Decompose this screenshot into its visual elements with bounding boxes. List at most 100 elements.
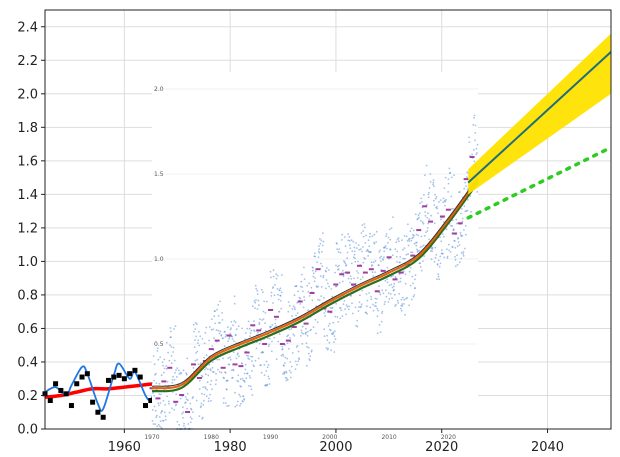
monthly-point xyxy=(317,298,319,301)
monthly-point xyxy=(463,229,465,231)
monthly-point xyxy=(396,238,399,241)
monthly-point xyxy=(360,305,363,308)
monthly-point xyxy=(357,272,360,274)
annual-marker xyxy=(127,371,133,377)
monthly-point xyxy=(326,267,328,269)
monthly-point xyxy=(280,307,283,310)
monthly-point xyxy=(209,393,211,396)
monthly-point xyxy=(205,354,208,357)
monthly-point xyxy=(290,328,293,330)
monthly-point xyxy=(316,321,319,324)
monthly-point xyxy=(393,282,396,285)
monthly-point xyxy=(189,416,192,418)
monthly-point xyxy=(257,331,259,334)
monthly-point xyxy=(456,245,459,248)
monthly-point xyxy=(351,312,354,315)
monthly-point xyxy=(232,369,235,372)
monthly-point xyxy=(327,325,330,327)
monthly-point xyxy=(367,255,369,257)
monthly-point xyxy=(285,377,288,380)
y-tick-label: 0.0 xyxy=(17,423,38,438)
monthly-point xyxy=(457,241,460,244)
monthly-point xyxy=(312,275,315,278)
monthly-point xyxy=(457,236,460,239)
monthly-point xyxy=(300,329,303,332)
monthly-point xyxy=(310,328,312,331)
monthly-point xyxy=(258,304,260,307)
monthly-point xyxy=(319,275,322,277)
x-tick-label: 2020 xyxy=(425,440,458,455)
monthly-point xyxy=(264,322,266,324)
monthly-point xyxy=(303,278,306,280)
monthly-point xyxy=(167,400,170,403)
monthly-point xyxy=(362,261,365,264)
monthly-point xyxy=(170,345,173,348)
monthly-point xyxy=(218,358,221,361)
monthly-point xyxy=(192,396,195,398)
monthly-point xyxy=(340,309,343,312)
monthly-point xyxy=(237,325,240,328)
monthly-point xyxy=(238,393,241,396)
monthly-point xyxy=(215,379,218,382)
monthly-point xyxy=(382,292,385,295)
monthly-point xyxy=(168,402,170,405)
monthly-point xyxy=(258,323,261,326)
monthly-point xyxy=(162,400,165,402)
monthly-point xyxy=(376,298,378,300)
monthly-point xyxy=(323,297,325,299)
monthly-point xyxy=(393,293,396,296)
monthly-point xyxy=(300,335,302,337)
monthly-point xyxy=(410,227,413,230)
monthly-point xyxy=(269,325,272,328)
monthly-point xyxy=(361,224,364,227)
monthly-point xyxy=(295,285,298,287)
monthly-point xyxy=(160,393,162,396)
y-tick-label: 1.8 xyxy=(17,121,38,136)
monthly-point xyxy=(339,317,342,320)
monthly-point xyxy=(318,245,320,248)
monthly-point xyxy=(432,183,434,186)
monthly-point xyxy=(476,152,478,154)
monthly-point xyxy=(380,320,383,323)
monthly-point xyxy=(178,369,180,372)
monthly-point xyxy=(324,310,327,312)
monthly-point xyxy=(334,315,337,318)
monthly-point xyxy=(193,346,196,349)
monthly-point xyxy=(229,328,232,331)
monthly-point xyxy=(270,291,273,294)
monthly-point xyxy=(326,339,329,342)
inset-x-tick-label: 2010 xyxy=(381,434,396,441)
monthly-point xyxy=(210,399,212,402)
monthly-point xyxy=(222,357,225,360)
monthly-point xyxy=(233,295,236,298)
inset-x-tick-label: 1970 xyxy=(144,434,159,441)
monthly-point xyxy=(364,258,366,260)
monthly-point xyxy=(185,372,188,375)
monthly-point xyxy=(234,321,237,324)
monthly-point xyxy=(389,238,392,241)
monthly-point xyxy=(437,212,439,215)
monthly-point xyxy=(228,363,231,366)
monthly-point xyxy=(236,404,238,407)
monthly-point xyxy=(183,422,186,425)
monthly-point xyxy=(349,275,352,277)
monthly-point xyxy=(383,256,385,259)
monthly-point xyxy=(345,264,348,266)
monthly-point xyxy=(369,251,372,253)
monthly-point xyxy=(267,345,270,348)
monthly-point xyxy=(253,300,256,302)
monthly-point xyxy=(337,251,340,253)
monthly-point xyxy=(423,255,426,257)
monthly-point xyxy=(448,167,451,170)
monthly-point xyxy=(443,187,446,190)
monthly-point xyxy=(428,238,430,241)
monthly-point xyxy=(191,411,194,413)
monthly-point xyxy=(257,357,260,360)
monthly-point xyxy=(358,301,361,304)
monthly-point xyxy=(253,365,256,368)
monthly-point xyxy=(296,312,299,314)
monthly-point xyxy=(303,296,305,298)
annual-marker xyxy=(47,398,53,404)
monthly-point xyxy=(429,180,432,183)
monthly-point xyxy=(248,375,251,377)
